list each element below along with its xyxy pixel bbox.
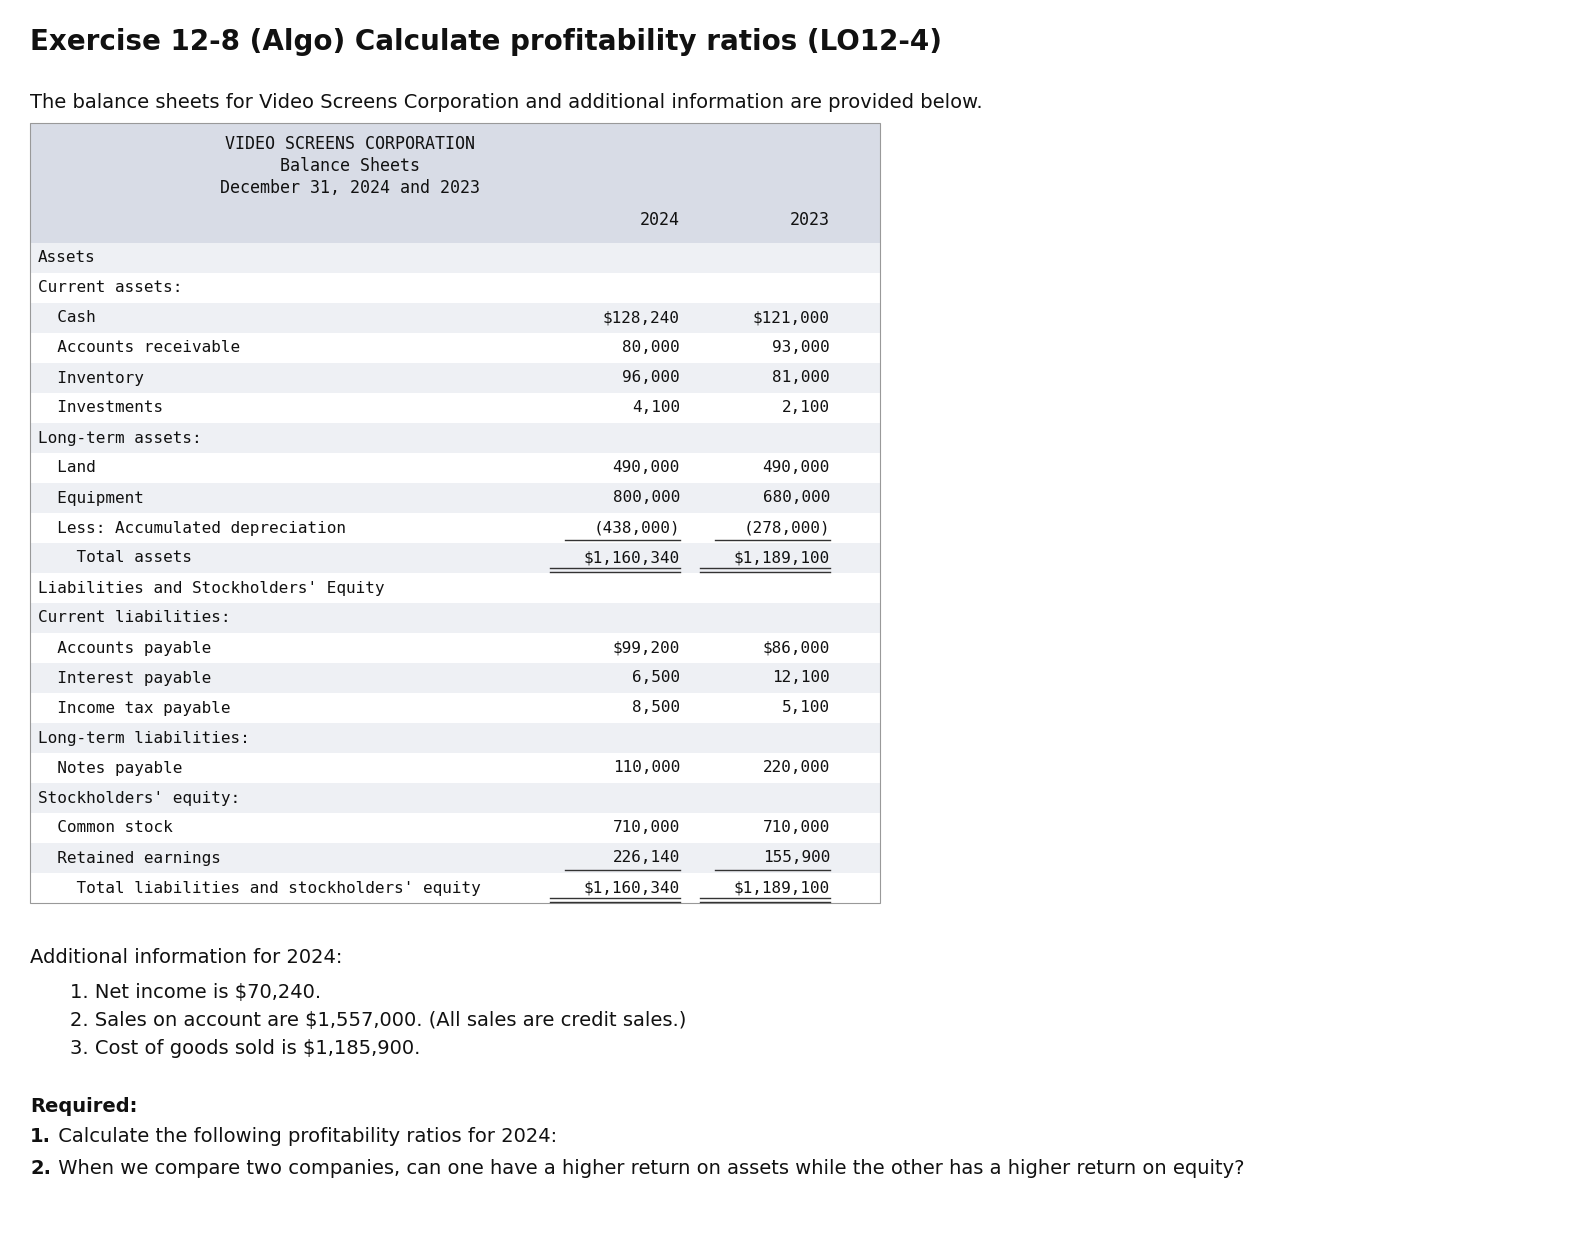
Text: 81,000: 81,000 <box>772 371 831 385</box>
Text: Assets: Assets <box>38 250 95 265</box>
Bar <box>30 782 880 813</box>
Text: Total assets: Total assets <box>38 551 192 566</box>
Text: 680,000: 680,000 <box>762 491 831 506</box>
Text: Additional information for 2024:: Additional information for 2024: <box>30 949 343 967</box>
Text: 226,140: 226,140 <box>613 850 680 866</box>
Text: Income tax payable: Income tax payable <box>38 701 230 716</box>
Text: 490,000: 490,000 <box>613 460 680 476</box>
Text: 12,100: 12,100 <box>772 671 831 686</box>
Text: Long-term liabilities:: Long-term liabilities: <box>38 731 249 746</box>
Bar <box>30 633 880 663</box>
Text: Stockholders' equity:: Stockholders' equity: <box>38 790 240 805</box>
Bar <box>30 483 880 513</box>
Text: 490,000: 490,000 <box>762 460 831 476</box>
Bar <box>30 303 880 333</box>
Text: Balance Sheets: Balance Sheets <box>279 157 419 175</box>
Text: $1,160,340: $1,160,340 <box>584 551 680 566</box>
Text: The balance sheets for Video Screens Corporation and additional information are : The balance sheets for Video Screens Cor… <box>30 93 983 112</box>
Text: 93,000: 93,000 <box>772 341 831 356</box>
Bar <box>30 453 880 483</box>
Text: $121,000: $121,000 <box>753 311 831 326</box>
Bar <box>30 543 880 572</box>
Text: $128,240: $128,240 <box>603 311 680 326</box>
Text: 220,000: 220,000 <box>762 761 831 775</box>
Text: Investments: Investments <box>38 400 164 415</box>
Bar <box>30 754 880 782</box>
Bar <box>30 723 880 754</box>
Bar <box>30 693 880 723</box>
Text: Notes payable: Notes payable <box>38 761 183 775</box>
Bar <box>30 572 880 603</box>
Text: Total liabilities and stockholders' equity: Total liabilities and stockholders' equi… <box>38 881 481 896</box>
Text: Liabilities and Stockholders' Equity: Liabilities and Stockholders' Equity <box>38 580 384 595</box>
Text: 4,100: 4,100 <box>632 400 680 415</box>
Text: Current liabilities:: Current liabilities: <box>38 610 230 625</box>
Text: 3. Cost of goods sold is $1,185,900.: 3. Cost of goods sold is $1,185,900. <box>70 1039 421 1058</box>
Text: $1,189,100: $1,189,100 <box>734 551 831 566</box>
Text: (278,000): (278,000) <box>743 521 831 536</box>
Bar <box>30 843 880 873</box>
Text: $1,189,100: $1,189,100 <box>734 881 831 896</box>
Text: Retained earnings: Retained earnings <box>38 850 221 866</box>
Text: 80,000: 80,000 <box>622 341 680 356</box>
Text: Current assets:: Current assets: <box>38 281 183 296</box>
Bar <box>30 392 880 423</box>
Text: Equipment: Equipment <box>38 491 145 506</box>
Bar <box>30 813 880 843</box>
Text: 2.: 2. <box>30 1159 51 1177</box>
Bar <box>30 333 880 364</box>
Text: 2024: 2024 <box>640 211 680 229</box>
Text: 1.: 1. <box>30 1127 51 1146</box>
Text: 2. Sales on account are $1,557,000. (All sales are credit sales.): 2. Sales on account are $1,557,000. (All… <box>70 1011 686 1030</box>
Text: December 31, 2024 and 2023: December 31, 2024 and 2023 <box>221 179 480 198</box>
Text: Long-term assets:: Long-term assets: <box>38 430 202 445</box>
Bar <box>30 123 880 243</box>
Text: (438,000): (438,000) <box>594 521 680 536</box>
Bar <box>30 123 880 903</box>
Text: 2023: 2023 <box>789 211 831 229</box>
Text: Accounts payable: Accounts payable <box>38 640 211 655</box>
Text: Required:: Required: <box>30 1097 138 1116</box>
Text: Accounts receivable: Accounts receivable <box>38 341 240 356</box>
Text: $86,000: $86,000 <box>762 640 831 655</box>
Text: VIDEO SCREENS CORPORATION: VIDEO SCREENS CORPORATION <box>225 135 475 153</box>
Text: Cash: Cash <box>38 311 95 326</box>
Bar <box>30 513 880 543</box>
Text: $99,200: $99,200 <box>613 640 680 655</box>
Text: 6,500: 6,500 <box>632 671 680 686</box>
Bar <box>30 364 880 392</box>
Text: $1,160,340: $1,160,340 <box>584 881 680 896</box>
Bar <box>30 273 880 303</box>
Bar <box>30 873 880 903</box>
Text: Interest payable: Interest payable <box>38 671 211 686</box>
Text: Common stock: Common stock <box>38 820 173 835</box>
Text: 710,000: 710,000 <box>613 820 680 835</box>
Bar <box>30 663 880 693</box>
Text: Exercise 12-8 (Algo) Calculate profitability ratios (LO12-4): Exercise 12-8 (Algo) Calculate profitabi… <box>30 28 942 57</box>
Bar <box>30 243 880 273</box>
Text: 110,000: 110,000 <box>613 761 680 775</box>
Text: 2,100: 2,100 <box>781 400 831 415</box>
Text: When we compare two companies, can one have a higher return on assets while the : When we compare two companies, can one h… <box>52 1159 1245 1177</box>
Text: 710,000: 710,000 <box>762 820 831 835</box>
Text: 8,500: 8,500 <box>632 701 680 716</box>
Text: 800,000: 800,000 <box>613 491 680 506</box>
Text: Less: Accumulated depreciation: Less: Accumulated depreciation <box>38 521 346 536</box>
Text: Calculate the following profitability ratios for 2024:: Calculate the following profitability ra… <box>52 1127 557 1146</box>
Text: 155,900: 155,900 <box>762 850 831 866</box>
Text: Inventory: Inventory <box>38 371 145 385</box>
Text: 5,100: 5,100 <box>781 701 831 716</box>
Text: 1. Net income is $70,240.: 1. Net income is $70,240. <box>70 982 321 1003</box>
Text: Land: Land <box>38 460 95 476</box>
Text: 96,000: 96,000 <box>622 371 680 385</box>
Bar <box>30 603 880 633</box>
Bar <box>30 423 880 453</box>
